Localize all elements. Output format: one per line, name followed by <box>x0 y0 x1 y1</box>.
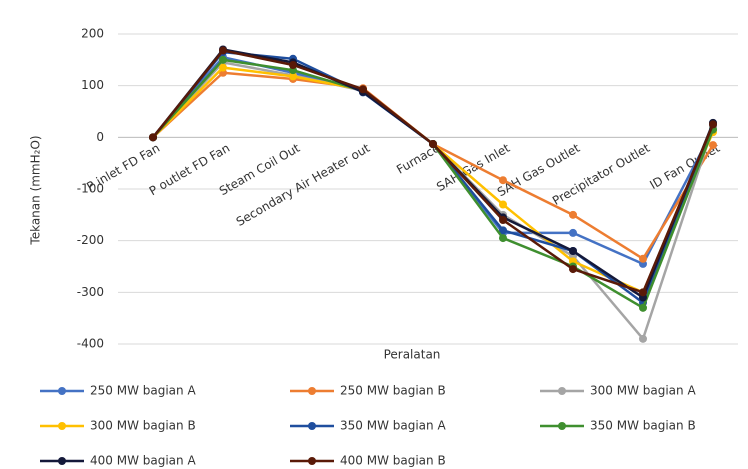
legend-marker <box>558 387 566 395</box>
point <box>289 61 297 69</box>
y-tick-label: -100 <box>77 182 104 196</box>
legend-label: 300 MW bagian A <box>590 384 696 398</box>
y-tick-label: 200 <box>81 27 104 41</box>
point <box>499 226 507 235</box>
point <box>219 55 227 64</box>
point <box>499 200 507 209</box>
point <box>569 228 577 237</box>
point <box>569 210 577 219</box>
legend-label: 350 MW bagian A <box>340 419 446 433</box>
y-tick-label: -200 <box>77 233 104 247</box>
legend-marker <box>558 422 566 430</box>
legend-label: 300 MW bagian B <box>90 419 196 433</box>
point <box>219 63 227 72</box>
point <box>359 85 367 94</box>
legend-marker <box>308 422 316 430</box>
y-axis-title: Tekanan (mmH₂O) <box>29 135 43 245</box>
point <box>639 303 647 312</box>
y-tick-label: -400 <box>77 337 104 351</box>
y-tick-label: -300 <box>77 285 104 299</box>
legend-label: 250 MW bagian A <box>90 384 196 398</box>
legend-marker <box>308 457 316 465</box>
point <box>219 46 227 55</box>
x-axis-title: Peralatan <box>384 348 441 362</box>
legend-marker <box>58 422 66 430</box>
point <box>499 216 507 224</box>
legend-marker <box>58 457 66 465</box>
point <box>709 141 717 150</box>
legend-label: 400 MW bagian B <box>340 454 446 468</box>
point <box>149 133 157 142</box>
legend-label: 250 MW bagian B <box>340 384 446 398</box>
point <box>289 72 297 81</box>
y-tick-label: 100 <box>81 78 104 92</box>
legend-marker <box>308 387 316 395</box>
point <box>709 120 717 129</box>
point <box>639 288 647 297</box>
legend-marker <box>58 387 66 395</box>
legend-label: 350 MW bagian B <box>590 419 696 433</box>
point <box>569 247 577 255</box>
point <box>639 334 647 343</box>
legend-label: 400 MW bagian A <box>90 454 196 468</box>
point <box>639 254 647 263</box>
point <box>499 176 507 185</box>
y-tick-label: 0 <box>96 130 104 144</box>
point <box>569 265 577 274</box>
point <box>429 140 437 149</box>
point <box>499 234 507 243</box>
